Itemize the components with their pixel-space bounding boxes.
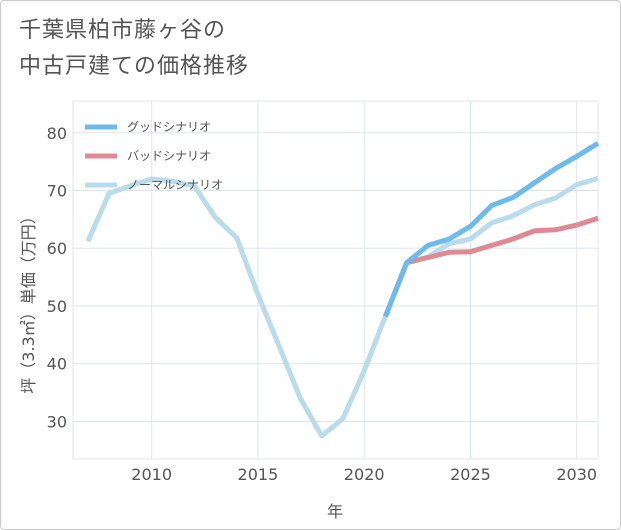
y-tick-labels: 30 40 50 60 70 80 xyxy=(47,124,67,432)
x-tick-labels: 2010 2015 2020 2025 2030 xyxy=(131,465,597,484)
x-tick-label: 2010 xyxy=(131,465,172,484)
series-line-0 xyxy=(383,141,600,318)
chart-title-line2: 中古戸建ての価格推移 xyxy=(19,54,250,79)
x-tick-label: 2025 xyxy=(450,465,491,484)
y-tick-label: 50 xyxy=(47,297,67,316)
x-tick-label: 2015 xyxy=(238,465,279,484)
y-tick-label: 40 xyxy=(47,355,67,374)
series-lines xyxy=(85,141,600,439)
legend-label-1: バッドシナリオ xyxy=(127,149,211,163)
series-line-2 xyxy=(85,176,599,439)
legend-label-2: ノーマルシナリオ xyxy=(127,178,223,192)
x-tick-label: 2030 xyxy=(556,465,597,484)
y-tick-label: 70 xyxy=(47,182,67,201)
chart-title: 千葉県柏市藤ヶ谷の 中古戸建ての価格推移 xyxy=(19,13,249,85)
legend-label-0: グッドシナリオ xyxy=(127,120,211,134)
y-axis-title: 坪（3.3㎡）単価（万円） xyxy=(19,208,38,393)
x-axis-title: 年 xyxy=(327,502,343,521)
series-line-1 xyxy=(383,215,599,318)
y-tick-label: 80 xyxy=(47,124,67,143)
y-tick-label: 30 xyxy=(47,412,67,431)
chart-title-line1: 千葉県柏市藤ヶ谷の xyxy=(19,18,227,43)
y-tick-label: 60 xyxy=(47,239,67,258)
x-tick-label: 2020 xyxy=(344,465,385,484)
plot-area-border xyxy=(72,100,599,460)
